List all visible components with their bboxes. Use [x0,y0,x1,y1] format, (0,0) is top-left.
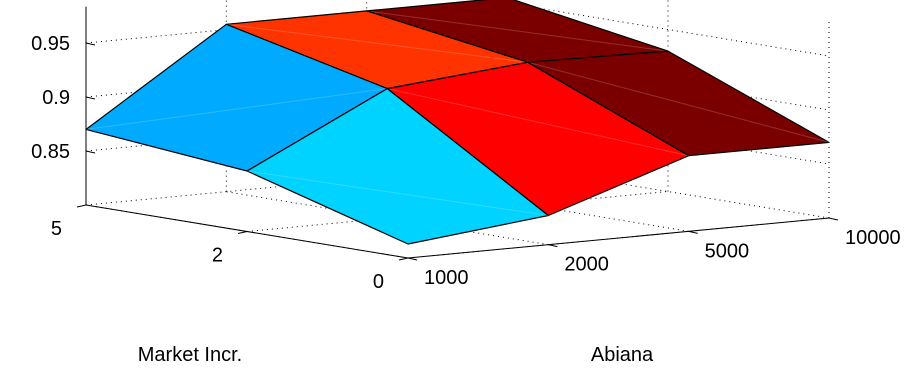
y-tick-label: 2 [212,245,223,267]
facet-diagonal [85,88,388,130]
facet-diagonal [527,61,830,143]
x-tick-mark [688,230,698,234]
x-tick-mark [407,257,418,261]
x-tick-label: 10000 [845,227,901,249]
surface-mesh [85,0,830,245]
facet-diagonal [366,10,669,52]
x-tick-label: 1000 [424,267,469,289]
facet-diagonal [226,23,528,63]
x-tick-label: 2000 [564,254,609,276]
y-axis-title: Market Incr. [138,344,242,366]
z-tick-label: 0.95 [31,33,70,55]
z-tick-label: 0.9 [42,87,70,109]
y-tick-label: 5 [51,218,62,240]
z-tick-label: 0.85 [31,141,70,163]
z-tick-mark [85,96,96,100]
y-tick-label: 0 [373,271,384,293]
facet-diagonal [387,88,689,157]
surface-cell [246,87,549,245]
y-tick-mark [398,257,409,261]
tick-labels: 1000 2000 5000 10000 0 2 5 0.85 0.9 0.95 [31,33,901,293]
y-tick-mark [237,231,248,234]
floor-grid-line [85,164,508,206]
x-axis-title: Abiana [591,344,654,366]
z-tick-mark [85,150,96,154]
x-axis-line [407,217,830,259]
x-tick-label: 5000 [705,240,750,262]
y-tick-mark [76,204,87,208]
x-tick-mark [548,244,558,248]
facet-diagonal [246,170,549,217]
z-tick-mark [85,42,96,46]
floor-grid-line [246,191,669,232]
x-tick-mark [828,217,839,221]
